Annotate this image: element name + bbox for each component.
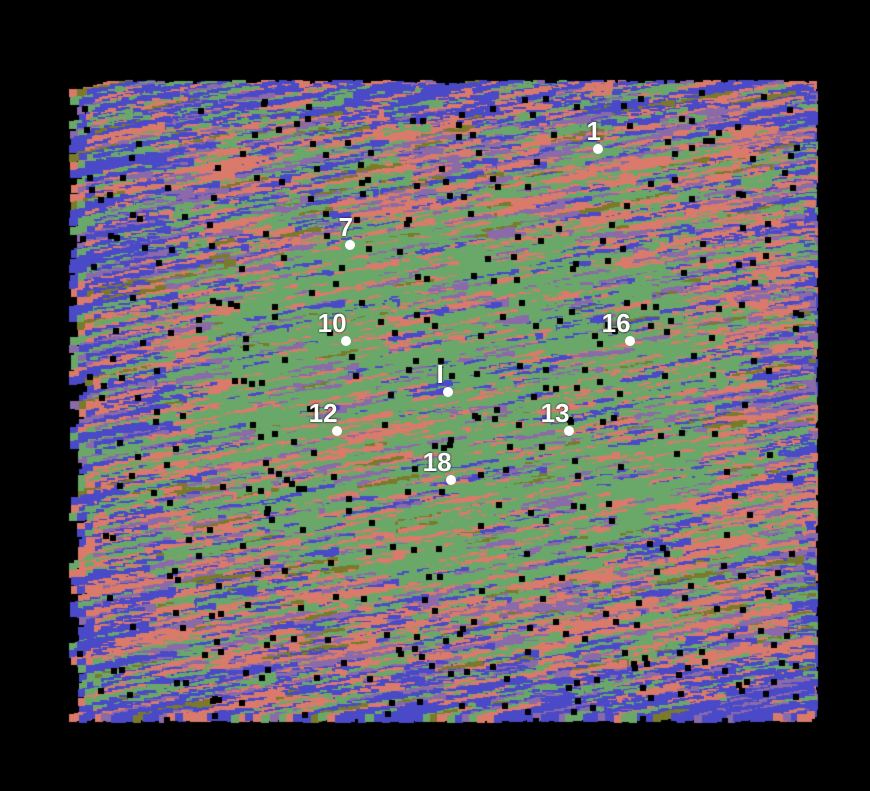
density-field-canvas: [0, 0, 870, 791]
density-scatter-figure: 171016I121318: [0, 0, 870, 791]
